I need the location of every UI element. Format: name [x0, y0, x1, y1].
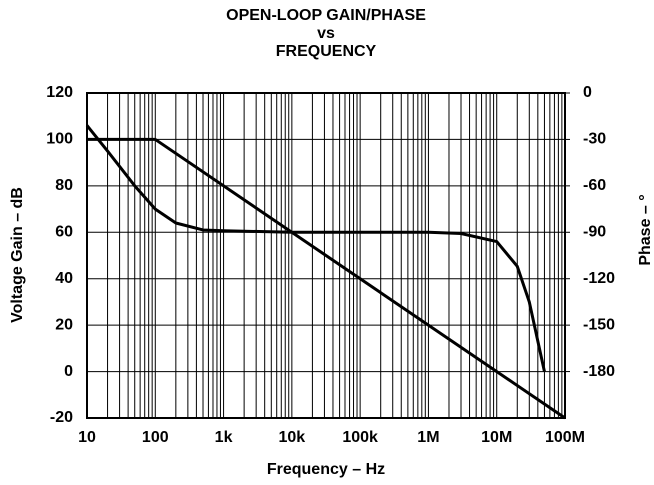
y-tick-label: 40	[55, 270, 73, 287]
y-tick-label: -20	[50, 409, 73, 426]
series-line	[85, 124, 546, 372]
x-tick-label: 1M	[417, 429, 439, 446]
plot-frame	[86, 92, 566, 419]
x-tick-label: 10k	[279, 429, 306, 446]
x-tick-label: 100M	[545, 429, 585, 446]
y-tick-label: 80	[55, 177, 73, 194]
x-tick-label: 100	[142, 429, 169, 446]
chart-title: FREQUENCY	[276, 43, 377, 60]
y2-tick-label: 0	[583, 84, 592, 101]
x-tick-label: 10	[78, 429, 96, 446]
x-tick-label: 1k	[215, 429, 233, 446]
chart-title: vs	[317, 25, 335, 42]
y2-tick-label: -30	[583, 131, 606, 148]
y-tick-label: 60	[55, 224, 73, 241]
y2-axis-label: Phase – °	[637, 194, 654, 265]
x-tick-label: 10M	[481, 429, 512, 446]
series-line	[87, 137, 566, 420]
y2-tick-label: -90	[583, 224, 606, 241]
y-tick-label: 100	[46, 131, 73, 148]
x-tick-label: 100k	[342, 429, 378, 446]
x-axis-label: Frequency – Hz	[267, 461, 385, 478]
y2-tick-label: -60	[583, 177, 606, 194]
y-tick-label: 0	[64, 363, 73, 380]
y2-tick-label: -120	[583, 270, 615, 287]
chart-title: OPEN-LOOP GAIN/PHASE	[226, 7, 426, 24]
y2-tick-label: -180	[583, 363, 615, 380]
y-tick-label: 20	[55, 316, 73, 333]
y-axis-label: Voltage Gain – dB	[9, 187, 26, 323]
y2-tick-label: -150	[583, 316, 615, 333]
y-tick-label: 120	[46, 84, 73, 101]
